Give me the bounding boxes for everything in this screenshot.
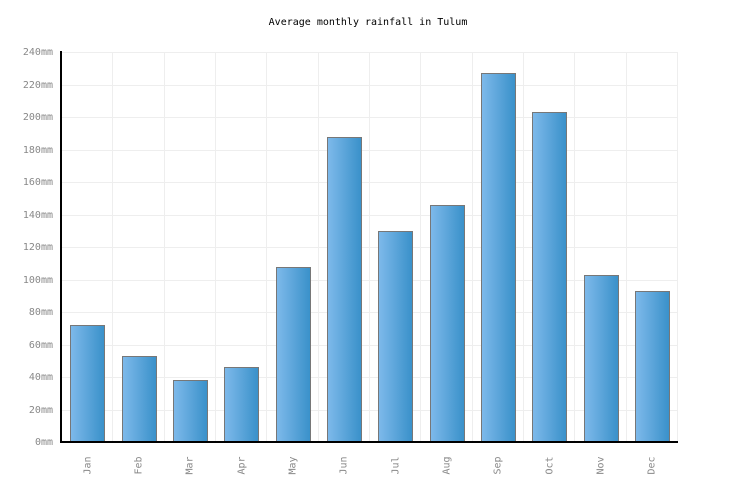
horizontal-gridline: [62, 182, 678, 183]
bar-feb[interactable]: [121, 355, 157, 442]
x-tick-label-mar: Mar: [170, 443, 210, 487]
x-tick-text: Apr: [236, 455, 248, 475]
horizontal-gridline: [62, 247, 678, 248]
vertical-gridline: [215, 52, 216, 442]
chart-title: Average monthly rainfall in Tulum: [268, 17, 468, 28]
horizontal-gridline: [62, 409, 678, 411]
horizontal-gridline: [62, 344, 678, 346]
y-tick-label: 0mm: [34, 437, 53, 448]
bar-may[interactable]: [275, 266, 311, 442]
y-tick-label: 100mm: [22, 274, 53, 286]
x-tick-text: Sep: [492, 455, 504, 475]
x-tick-label-jul: Jul: [376, 443, 416, 487]
horizontal-gridline: [62, 312, 678, 313]
y-tick-label: 20mm: [28, 404, 53, 416]
y-tick-label: 140mm: [22, 209, 53, 221]
x-tick-text: Feb: [133, 455, 145, 475]
horizontal-gridline: [62, 214, 678, 216]
bar-dec[interactable]: [634, 290, 670, 442]
vertical-gridline: [318, 52, 319, 442]
x-tick-text: Dec: [646, 455, 658, 475]
y-tick-label: 160mm: [22, 177, 53, 188]
vertical-gridline: [472, 52, 473, 442]
y-tick-label: 120mm: [22, 242, 53, 253]
x-axis-line: [60, 441, 678, 443]
y-tick-label: 240mm: [22, 47, 53, 58]
vertical-gridline: [369, 52, 370, 442]
bar-jan[interactable]: [70, 325, 106, 442]
vertical-gridline: [266, 52, 267, 442]
x-tick-text: Nov: [595, 455, 607, 475]
y-tick-label: 200mm: [22, 112, 53, 123]
x-tick-label-jun: Jun: [324, 443, 364, 487]
bar-aug[interactable]: [429, 204, 465, 442]
x-tick-label-apr: Apr: [222, 443, 262, 487]
bar-mar[interactable]: [172, 380, 208, 442]
x-tick-text: May: [287, 455, 299, 475]
horizontal-gridline: [62, 279, 678, 281]
x-tick-text: Oct: [544, 455, 556, 475]
x-tick-label-dec: Dec: [632, 443, 672, 487]
horizontal-gridline: [62, 149, 678, 151]
bar-oct[interactable]: [532, 112, 568, 442]
x-tick-text: Jan: [82, 455, 94, 475]
x-tick-text: Jun: [338, 455, 350, 475]
x-tick-text: Mar: [184, 455, 196, 475]
x-tick-label-jan: Jan: [68, 443, 108, 487]
x-tick-label-sep: Sep: [478, 443, 518, 487]
x-tick-label-oct: Oct: [530, 443, 570, 487]
y-tick-label: 80mm: [28, 307, 53, 318]
bar-nov[interactable]: [583, 274, 619, 442]
y-tick-label: 40mm: [28, 372, 53, 383]
vertical-gridline: [112, 52, 113, 442]
vertical-gridline: [574, 52, 575, 442]
vertical-gridline: [523, 52, 524, 442]
bar-jun[interactable]: [326, 136, 362, 442]
horizontal-gridline: [62, 52, 678, 53]
bar-sep[interactable]: [480, 73, 516, 442]
y-axis-line: [60, 51, 62, 443]
vertical-gridline: [420, 52, 421, 442]
vertical-gridline: [164, 52, 165, 442]
plot-area: [62, 52, 678, 442]
horizontal-gridline: [62, 117, 678, 118]
horizontal-gridline: [62, 84, 678, 86]
x-tick-label-nov: Nov: [581, 443, 621, 487]
bar-apr[interactable]: [224, 367, 260, 442]
y-tick-label: 220mm: [22, 79, 53, 91]
x-tick-label-may: May: [273, 443, 313, 487]
x-tick-label-aug: Aug: [427, 443, 467, 487]
y-tick-label: 60mm: [28, 339, 53, 351]
vertical-gridline: [626, 52, 627, 442]
x-tick-label-feb: Feb: [119, 443, 159, 487]
bar-jul[interactable]: [378, 230, 414, 442]
horizontal-gridline: [62, 377, 678, 378]
x-tick-text: Jul: [390, 455, 402, 475]
y-tick-label: 180mm: [22, 144, 53, 156]
x-tick-text: Aug: [441, 455, 453, 475]
vertical-gridline: [677, 52, 678, 442]
